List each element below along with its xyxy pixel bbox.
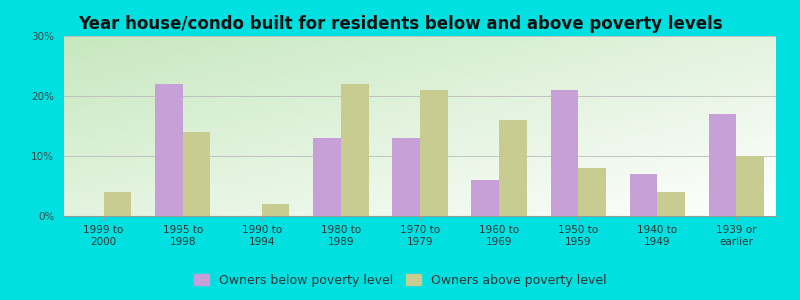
Bar (314, 138, 341, 216)
Bar (155, 84, 182, 216)
Bar (103, 192, 131, 216)
Bar (658, 192, 685, 216)
Bar (392, 138, 420, 216)
Bar (550, 90, 578, 216)
Text: Year house/condo built for residents below and above poverty levels: Year house/condo built for residents bel… (78, 15, 722, 33)
Bar (341, 84, 369, 216)
Bar (737, 156, 764, 216)
Bar (578, 168, 606, 216)
Legend: Owners below poverty level, Owners above poverty level: Owners below poverty level, Owners above… (190, 270, 610, 291)
Bar (420, 90, 448, 216)
Bar (182, 132, 210, 216)
Bar (471, 180, 499, 216)
Bar (709, 114, 737, 216)
Bar (262, 204, 290, 216)
Bar (499, 120, 526, 216)
Bar (630, 174, 658, 216)
